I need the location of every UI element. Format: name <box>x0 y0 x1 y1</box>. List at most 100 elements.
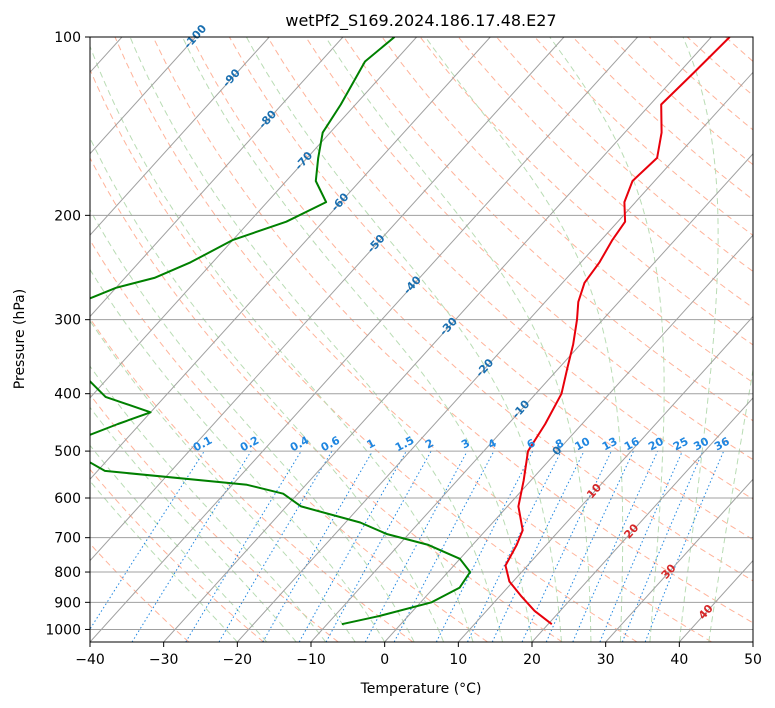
y-tick-label: 100 <box>54 30 81 46</box>
mixing-ratio-label: 4 <box>486 436 499 451</box>
isotherm <box>90 37 565 562</box>
x-tick-label: 30 <box>597 652 615 668</box>
dry-adiabat <box>90 542 190 642</box>
x-tick-label: 50 <box>744 652 762 668</box>
isotherms <box>90 37 753 642</box>
moist-adiabat <box>90 365 327 642</box>
dry-adiabat <box>534 37 753 236</box>
mixing-ratio-line <box>521 450 612 642</box>
x-tick-label: −40 <box>75 652 105 668</box>
y-axis-label: Pressure (hPa) <box>12 289 28 389</box>
isotherm <box>90 37 270 236</box>
mixing-ratio-line <box>621 450 704 642</box>
mixing-ratio-line <box>325 450 432 642</box>
dry-adiabat <box>419 37 753 346</box>
mixing-ratio-line <box>393 450 495 642</box>
y-axis-ticks: 100 200 300 400 500 600 700 800 900 1000 <box>45 30 90 638</box>
y-tick-label: 600 <box>54 491 81 507</box>
mixing-ratio-line <box>467 450 562 642</box>
isotherm <box>90 37 639 642</box>
mixing-ratio-label: 16 <box>622 435 642 454</box>
y-tick-label: 800 <box>54 565 81 581</box>
mixing-ratio-label: 25 <box>671 435 691 454</box>
isotherm <box>384 234 753 642</box>
dry-adiabat <box>725 37 753 63</box>
moist-adiabat <box>90 480 238 642</box>
moist-adiabat <box>90 319 356 642</box>
dry-adiabat <box>190 37 753 582</box>
x-tick-label: −20 <box>223 652 253 668</box>
x-tick-label: 10 <box>449 652 467 668</box>
mixing-ratio-line <box>599 450 683 642</box>
dry-adiabat <box>496 37 753 273</box>
mixing-ratio-label: 20 <box>646 435 666 454</box>
isotherm <box>90 37 491 480</box>
y-tick-label: 900 <box>54 595 81 611</box>
isotherm <box>605 478 753 642</box>
moist-adiabat <box>182 37 533 642</box>
mixing-ratio-line <box>90 450 205 631</box>
y-tick-label: 500 <box>54 444 81 460</box>
dry-adiabat <box>305 37 753 461</box>
isotherm <box>752 641 753 642</box>
moist-adiabat <box>90 268 386 642</box>
isotherm <box>90 37 344 318</box>
isotherm <box>163 37 712 642</box>
y-tick-label: 700 <box>54 531 81 547</box>
moist-adiabat <box>678 37 719 642</box>
pressure-gridlines <box>90 37 753 630</box>
x-tick-label: −10 <box>296 652 326 668</box>
dry-adiabat <box>686 37 753 97</box>
sounding-series <box>90 37 731 626</box>
x-axis-ticks: −40 −30 −20 −10 0 10 20 30 40 50 <box>75 642 762 668</box>
moist-adiabat <box>708 367 753 642</box>
dry-adiabat <box>90 68 638 642</box>
x-tick-label: 0 <box>380 652 389 668</box>
dry-adiabat <box>90 239 488 642</box>
mixing-ratio-label: 2 <box>423 436 436 451</box>
moist-adiabat <box>90 136 445 642</box>
dry-adiabat <box>267 37 753 500</box>
mixing-ratio-line <box>545 450 634 642</box>
isotherm <box>310 152 753 642</box>
x-tick-label: 20 <box>523 652 541 668</box>
moist-adiabat <box>424 37 624 642</box>
temperature-line <box>504 37 731 625</box>
mixing-ratio-line <box>364 450 468 642</box>
dry-adiabat <box>90 317 414 642</box>
x-axis-label: Temperature (°C) <box>360 681 482 697</box>
mixing-ratio-line <box>262 450 374 642</box>
mixing-ratio-label: 3 <box>459 436 472 451</box>
y-tick-label: 400 <box>54 387 81 403</box>
isotherm <box>236 71 753 642</box>
isotherm <box>90 37 417 399</box>
moist-adiabat <box>90 406 297 642</box>
x-tick-label: 40 <box>670 652 688 668</box>
mixing-ratio-label: 13 <box>600 435 620 454</box>
moist-adiabat <box>245 37 562 642</box>
dry-adiabat <box>458 37 753 309</box>
plot-frame <box>89 36 754 643</box>
dry-adiabat <box>90 393 339 642</box>
mixing-ratio-line <box>572 450 659 642</box>
isotherm <box>457 315 753 642</box>
mixing-ratio-line <box>185 450 302 642</box>
chart-title: wetPf2_S169.2024.186.17.48.E27 <box>285 11 556 31</box>
dry-adiabat <box>610 37 753 166</box>
dry-adiabat <box>90 468 264 642</box>
mixing-ratio-line <box>298 450 407 642</box>
mixing-ratio-label: 30 <box>691 435 711 454</box>
dewpoint-line <box>90 37 472 626</box>
mixing-ratio-label: 10 <box>573 435 593 454</box>
isotherm <box>531 397 753 642</box>
y-tick-label: 1000 <box>45 622 81 638</box>
moist-adiabat <box>90 44 474 642</box>
moist-adiabat <box>549 37 665 642</box>
isotherm <box>90 37 196 155</box>
y-tick-label: 200 <box>54 208 81 224</box>
y-tick-label: 300 <box>54 313 81 329</box>
isotherm <box>678 559 753 642</box>
plot-background <box>90 37 753 642</box>
moist-adiabat <box>129 37 503 642</box>
